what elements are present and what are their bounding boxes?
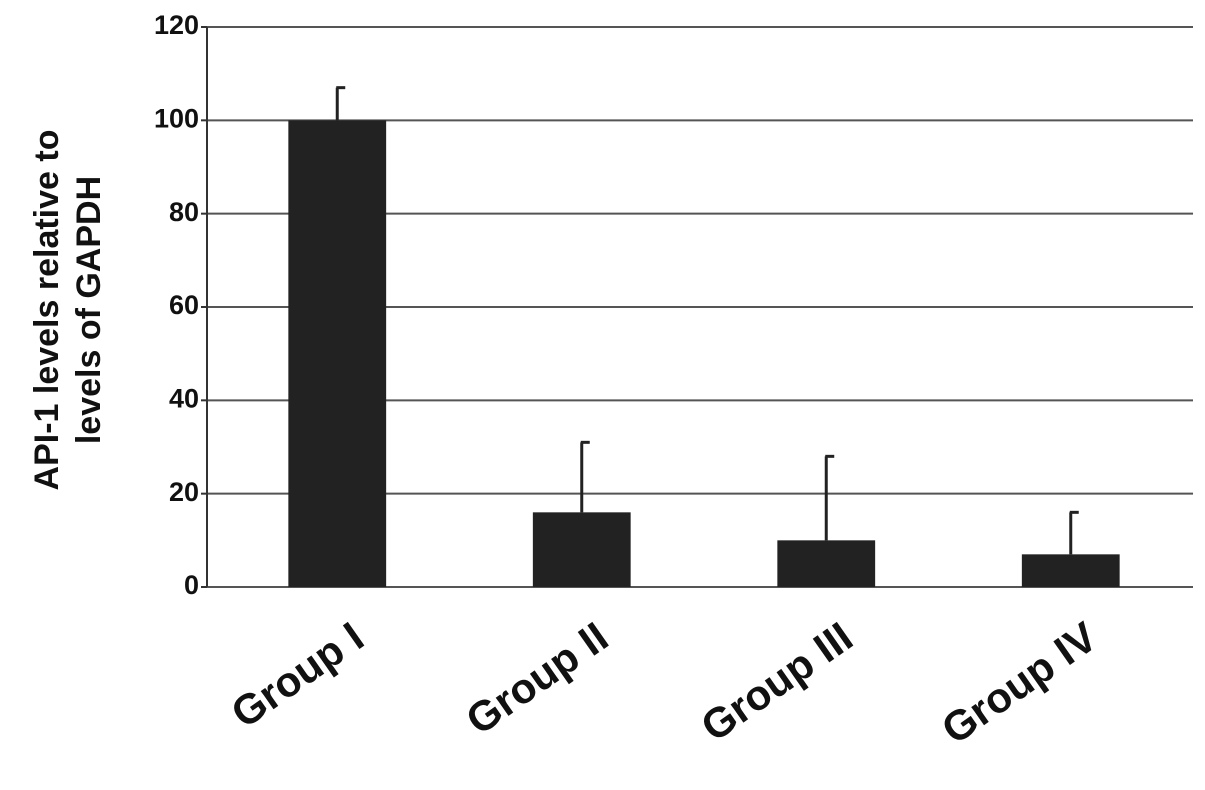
x-tick-group: Group IV	[933, 613, 1105, 753]
bar	[288, 120, 387, 587]
x-tick-group: Group I	[223, 613, 372, 737]
y-tick-label: 80	[169, 197, 199, 227]
bar	[1021, 554, 1120, 587]
x-tick-label: Group I	[223, 613, 372, 737]
x-tick-label: Group II	[458, 613, 617, 744]
bar	[777, 540, 876, 587]
y-tick-label: 100	[154, 103, 199, 133]
y-tick-label: 40	[169, 383, 199, 413]
y-tick-label: 20	[169, 477, 199, 507]
y-label-line: levels of GAPDH	[70, 176, 108, 444]
x-tick-label: Group IV	[933, 613, 1105, 753]
x-tick-label: Group III	[692, 613, 860, 751]
y-label-line: API-1 levels relative to	[28, 130, 66, 491]
y-tick-label: 120	[154, 10, 199, 40]
bar	[532, 512, 631, 587]
y-axis-label: API-1 levels relative to levels of GAPDH	[28, 130, 108, 491]
y-tick-label: 60	[169, 290, 199, 320]
x-tick-group: Group II	[458, 613, 617, 744]
x-tick-group: Group III	[692, 613, 860, 751]
y-tick-label: 0	[184, 570, 199, 600]
